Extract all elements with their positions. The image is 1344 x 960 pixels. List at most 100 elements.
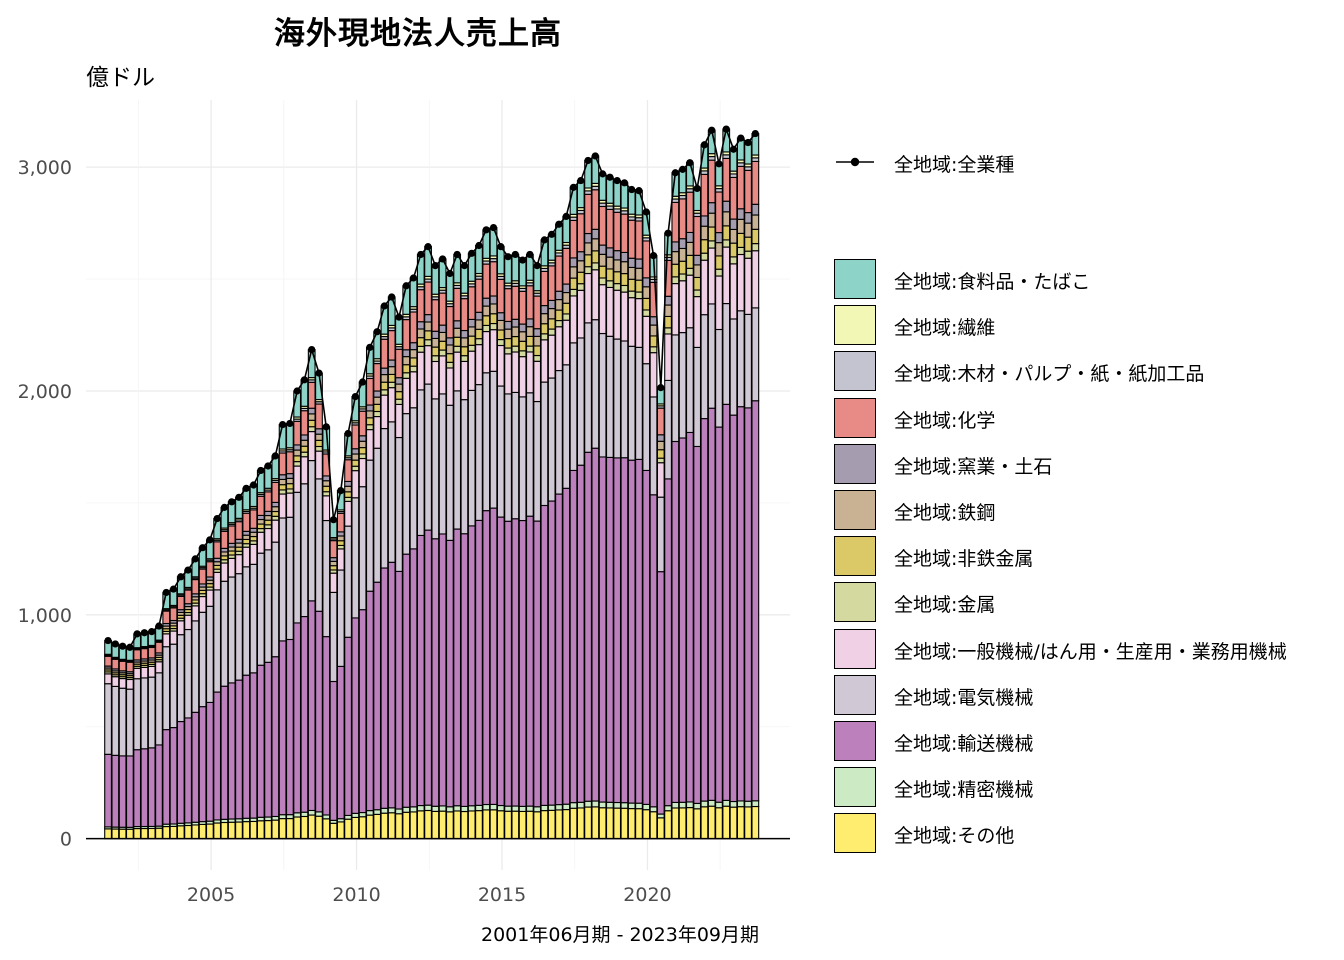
bar-segment [613,807,622,840]
bar-segment [533,265,542,292]
bar-segment [511,253,520,282]
bar-segment [242,512,251,532]
bar-segment [460,360,469,401]
bar-segment [380,367,389,376]
bar-segment [664,327,672,335]
total-series-point [177,573,185,581]
bar-segment [111,828,120,840]
bar-segment [395,383,403,393]
total-series-point [613,176,621,185]
total-series-point [431,262,439,270]
bar-segment [540,381,549,507]
legend: 全地域:全業種 全地域:食料品・たばこ 全地域:繊維 全地域:木材・パルプ・紙・紙加… [832,130,1332,870]
bar-segment [315,610,323,813]
legend-item: 全地域:木材・パルプ・紙・紙加工品 [832,349,1322,393]
bar-segment [155,641,163,654]
total-series-point [337,486,345,495]
bar-segment [198,823,207,840]
legend-item: 全地域:食料品・たばこ [832,257,1322,301]
bar-segment [373,403,382,413]
bar-segment [445,272,454,302]
bar-segment [402,319,411,351]
bar-segment [402,356,411,366]
bar-segment [336,821,345,840]
bar-segment [307,460,316,602]
bar-segment [547,318,556,330]
bar-segment [613,457,622,804]
bar-segment [715,242,723,257]
bar-segment [700,314,709,420]
bar-segment [715,191,723,234]
bar-segment [751,228,760,245]
bar-segment [649,806,658,813]
bar-segment [227,542,236,548]
bar-segment [358,816,367,840]
total-series-point [679,165,687,173]
bar-segment [235,573,243,681]
bar-segment [147,676,156,749]
total-series-point [199,544,207,552]
bar-segment [613,338,622,459]
bar-segment [627,345,636,461]
bar-segment [467,344,476,352]
bar-segment [300,439,309,447]
bar-segment [475,384,483,521]
bar-segment [315,433,323,441]
bar-segment [736,806,745,840]
bar-segment [169,630,178,645]
bar-segment [562,215,571,244]
bar-segment [293,816,302,840]
bar-segment [395,316,403,345]
bar-segment [620,213,629,253]
bar-segment [482,803,491,811]
bar-segment [591,238,600,252]
bar-segment [482,297,491,307]
bar-segment [664,304,672,317]
bar-segment [315,403,323,430]
bar-segment [344,459,352,483]
bar-segment [344,818,352,840]
bar-segment [475,810,483,840]
bar-segment [125,755,134,828]
total-series-point [119,642,127,650]
bar-segment [264,549,272,663]
bar-segment [358,440,367,449]
bar-segment [147,747,156,827]
bar-segment [729,263,738,320]
bar-segment [293,812,302,818]
bar-segment [649,316,658,326]
bar-segment [431,265,440,295]
total-series-point [300,376,309,384]
bar-segment [402,413,411,555]
bar-segment [715,807,723,840]
bar-segment [729,414,738,803]
bar-segment [125,688,134,757]
bar-segment [395,403,403,439]
bar-segment [707,226,716,242]
bar-segment [715,268,723,277]
bar-segment [525,515,534,807]
bar-segment [569,186,578,215]
bar-segment [387,330,396,361]
bar-segment [118,755,127,828]
bar-segment [715,255,723,270]
bar-segment [467,389,476,527]
bar-segment [315,815,323,840]
total-series-point [271,452,279,460]
bar-segment [613,289,622,340]
bar-segment [685,431,694,803]
bar-segment [744,806,752,840]
bar-segment [678,807,687,840]
legend-item: 全地域:窯業・土石 [832,442,1322,486]
bar-segment [373,390,382,398]
bar-segment [322,818,331,840]
total-series-point [649,251,658,260]
bar-segment [445,367,454,406]
bar-segment [751,243,760,252]
bar-segment [176,825,185,840]
bar-segment [460,265,469,294]
legend-label: 全地域:化学 [894,409,996,432]
bar-segment [489,809,498,840]
total-series-point [446,269,454,278]
total-series-point [511,250,519,259]
